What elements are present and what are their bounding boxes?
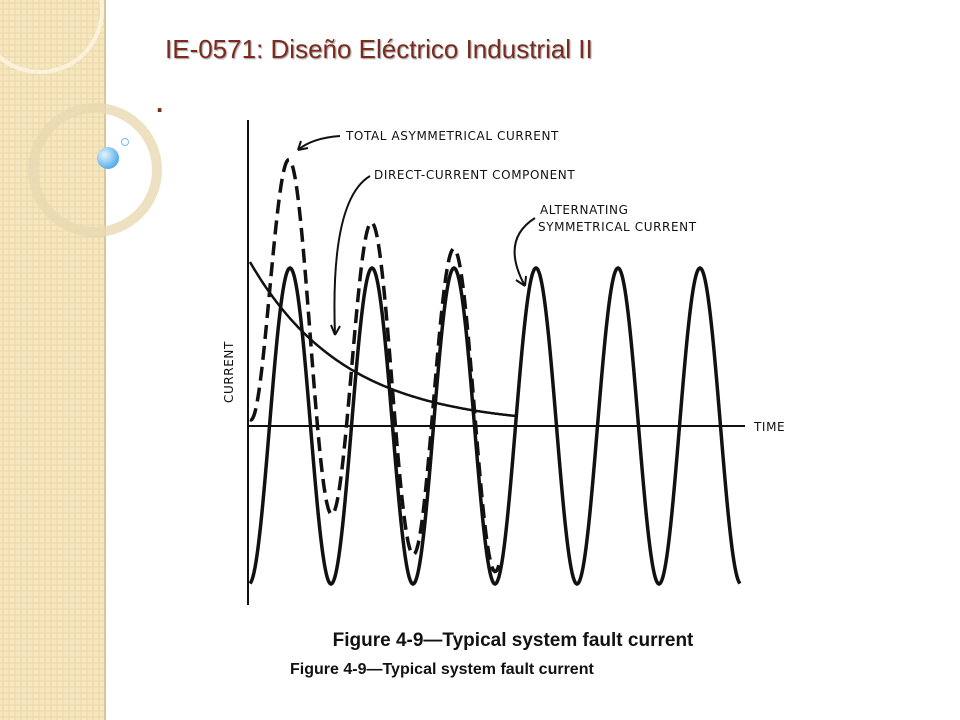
decoration [0,0,162,720]
ac-wave [248,266,742,586]
arrows [297,135,536,336]
label-total: TOTAL ASYMMETRICAL CURRENT [345,129,559,143]
label-ac: SYMMETRICAL CURRENT [538,220,697,234]
figure: TOTAL ASYMMETRICAL CURRENT DIRECT-CURREN… [222,120,785,605]
dc-curve [248,261,516,418]
slide-title: IE-0571: Diseño Eléctrico Industrial II [165,34,593,64]
caption: Figure 4-9—Typical system fault current [290,661,594,678]
total-wave [249,157,502,574]
bullet: . [156,88,163,118]
x-axis-label: TIME [753,420,785,434]
label-ac: ALTERNATING [540,203,629,217]
y-axis-label: CURRENT [222,341,236,403]
caption: Figure 4-9—Typical system fault current [333,630,694,651]
label-dc: DIRECT-CURRENT COMPONENT [374,168,575,182]
